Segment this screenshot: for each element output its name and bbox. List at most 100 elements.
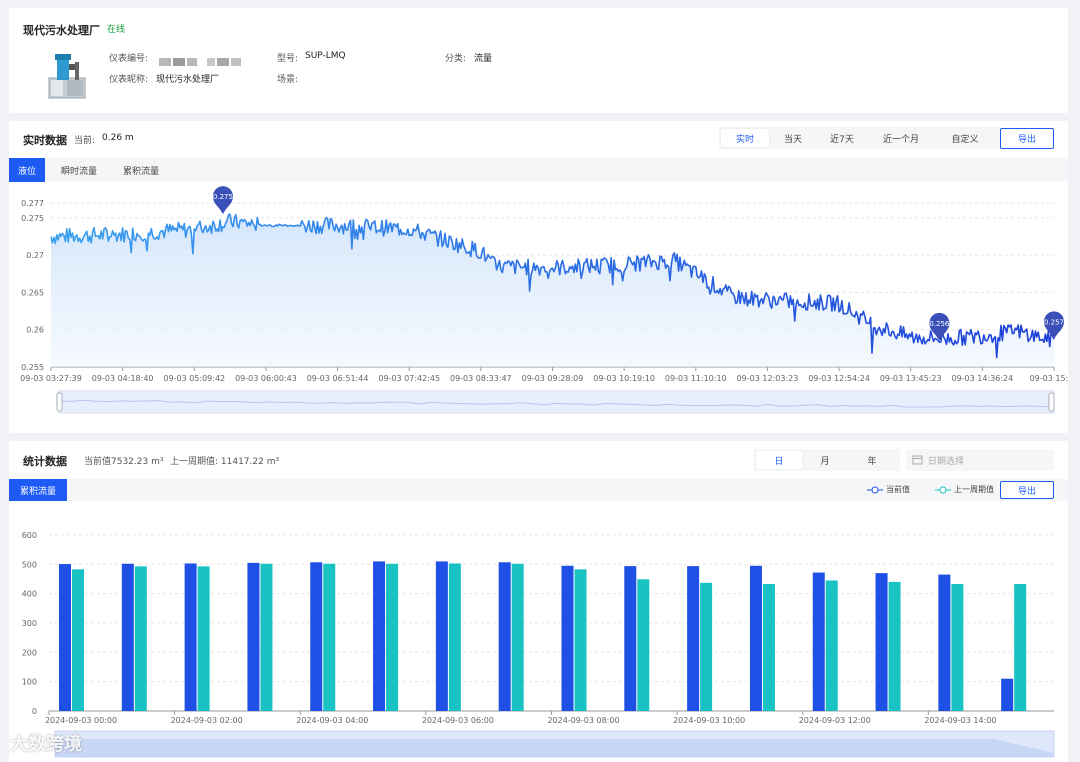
bar (260, 563, 273, 711)
bar (72, 569, 84, 711)
date-picker[interactable]: 日期选择 (906, 449, 1054, 471)
y-tick-label: 300 (22, 619, 37, 628)
x-tick-label: 09-03 14:36:24 (951, 374, 1013, 383)
bar (1001, 678, 1014, 711)
model-value: SUP-LMQ (305, 51, 346, 61)
tab-accumulated-flow[interactable]: 累积流量 (9, 479, 67, 501)
period-day[interactable]: 日 (756, 451, 802, 469)
realtime-panel: 实时数据 当前: 0.26 m 实时 当天 近7天 近一个月 自定义 导出 液位… (9, 121, 1068, 433)
x-tick-label: 09-03 06:00:43 (235, 374, 297, 383)
y-tick-label: 0 (32, 707, 37, 716)
x-tick-label: 2024-09-03 00:00 (45, 716, 117, 725)
x-tick-label: 09-03 12:03:23 (737, 374, 799, 383)
bar (323, 563, 336, 711)
flowmeter-icon (48, 54, 86, 99)
legend-prev-label: 上一周期值 (954, 485, 994, 494)
time-range-selector: 实时 当天 近7天 近一个月 自定义 (719, 127, 1001, 149)
status-badge: 在线 (107, 25, 126, 35)
bar (624, 566, 637, 711)
x-tick-label: 09-03 05:09:42 (163, 374, 225, 383)
meter-no-label: 仪表编号: (109, 54, 149, 64)
y-tick-label: 200 (22, 648, 37, 657)
y-tick-label: 0.255 (21, 363, 44, 372)
device-image (43, 50, 91, 100)
model-label: 型号: (277, 54, 299, 64)
marker-pin (212, 186, 233, 215)
range-7days[interactable]: 近7天 (830, 134, 854, 145)
x-tick-label: 09-03 06:51:44 (307, 374, 369, 383)
y-tick-label: 0.27 (26, 251, 44, 260)
bar (951, 583, 964, 711)
bar (825, 580, 838, 711)
bar (511, 563, 524, 711)
legend-current-icon (867, 486, 883, 493)
legend-prev[interactable]: 上一周期值 (935, 484, 994, 495)
nickname-value: 现代污水处理厂 (156, 75, 220, 85)
tab-total-flow[interactable]: 累积流量 (122, 166, 159, 177)
bar (749, 565, 762, 711)
x-tick-label: 2024-09-03 04:00 (296, 716, 368, 725)
y-tick-label: 500 (22, 560, 37, 569)
realtime-title: 实时数据 (23, 134, 67, 147)
y-tick-label: 0.277 (21, 199, 44, 208)
marker-label: 0.257 (1044, 318, 1064, 326)
range-custom[interactable]: 自定义 (951, 134, 979, 145)
legend-current-label: 当前值 (886, 485, 910, 494)
legend-current[interactable]: 当前值 (867, 484, 910, 495)
marker-label: 0.275 (213, 193, 233, 201)
x-tick-label: 2024-09-03 14:00 (924, 716, 996, 725)
bar (184, 563, 197, 711)
bar (700, 582, 713, 711)
stats-title: 统计数据 (23, 455, 67, 468)
period-month[interactable]: 月 (820, 456, 830, 467)
value-marker: 0.256 (929, 312, 950, 341)
x-tick-label: 09-03 10:19:10 (593, 374, 655, 383)
range-today[interactable]: 当天 (783, 134, 802, 145)
device-info-panel: 现代污水处理厂 在线 仪表编号: 型号: SUP-LMQ 分类: 流量 仪表昵称… (9, 8, 1068, 113)
y-tick-label: 600 (22, 531, 37, 540)
range-realtime[interactable]: 实时 (721, 129, 769, 147)
bar (134, 566, 147, 711)
calendar-icon (912, 455, 923, 465)
bar (875, 573, 888, 711)
bar (888, 581, 901, 711)
realtime-current-label: 当前: (74, 136, 96, 146)
bar (812, 572, 825, 711)
level-series-line (50, 213, 1055, 359)
date-picker-placeholder: 日期选择 (928, 456, 965, 467)
x-tick-label: 09-03 12:54:24 (808, 374, 870, 383)
x-tick-label: 09-03 13:45:23 (880, 374, 942, 383)
period-year[interactable]: 年 (867, 456, 877, 467)
zoom-preview-area (55, 739, 1054, 757)
marker-pin (1044, 311, 1064, 340)
marker-pin (929, 312, 950, 341)
x-tick-label: 09-03 08:33:47 (450, 374, 512, 383)
realtime-export-button[interactable]: 导出 (1000, 128, 1054, 149)
bar (386, 563, 399, 711)
statistics-panel: 统计数据 当前值7532.23 m³ 上一周期值: 11417.22 m³ 日 … (9, 441, 1068, 762)
nickname-label: 仪表昵称: (109, 75, 149, 85)
range-month[interactable]: 近一个月 (882, 134, 919, 145)
level-line-chart: 0.255 0.26 0.265 0.27 0.275 0.277 09-03 03:27:… (20, 186, 1068, 414)
bar (435, 561, 448, 711)
tab-level[interactable]: 液位 (9, 158, 45, 182)
value-marker: 0.257 (1044, 311, 1064, 340)
y-tick-label: 400 (22, 590, 37, 599)
stats-export-button[interactable]: 导出 (1000, 481, 1054, 499)
zoom-preview-line (58, 399, 1055, 408)
x-tick-label: 09-03 07:42:45 (378, 374, 440, 383)
tab-instant-flow[interactable]: 瞬时流量 (60, 166, 97, 177)
realtime-tabs: 液位 瞬时流量 累积流量 (9, 158, 1068, 182)
x-tick-label: 2024-09-03 10:00 (673, 716, 745, 725)
meter-no-masked (159, 51, 241, 70)
y-tick-label: 0.26 (26, 326, 44, 335)
bar (637, 579, 650, 711)
scene-label: 场景: (277, 75, 299, 85)
y-tick-label: 0.265 (21, 288, 44, 297)
stats-prev-text: 上一周期值: 11417.22 m³ (170, 457, 280, 467)
value-marker: 0.275 (212, 186, 233, 215)
stats-current-text: 当前值7532.23 m³ (84, 457, 164, 467)
bar (498, 562, 511, 711)
category-value: 流量 (474, 54, 493, 64)
bar (247, 562, 260, 711)
